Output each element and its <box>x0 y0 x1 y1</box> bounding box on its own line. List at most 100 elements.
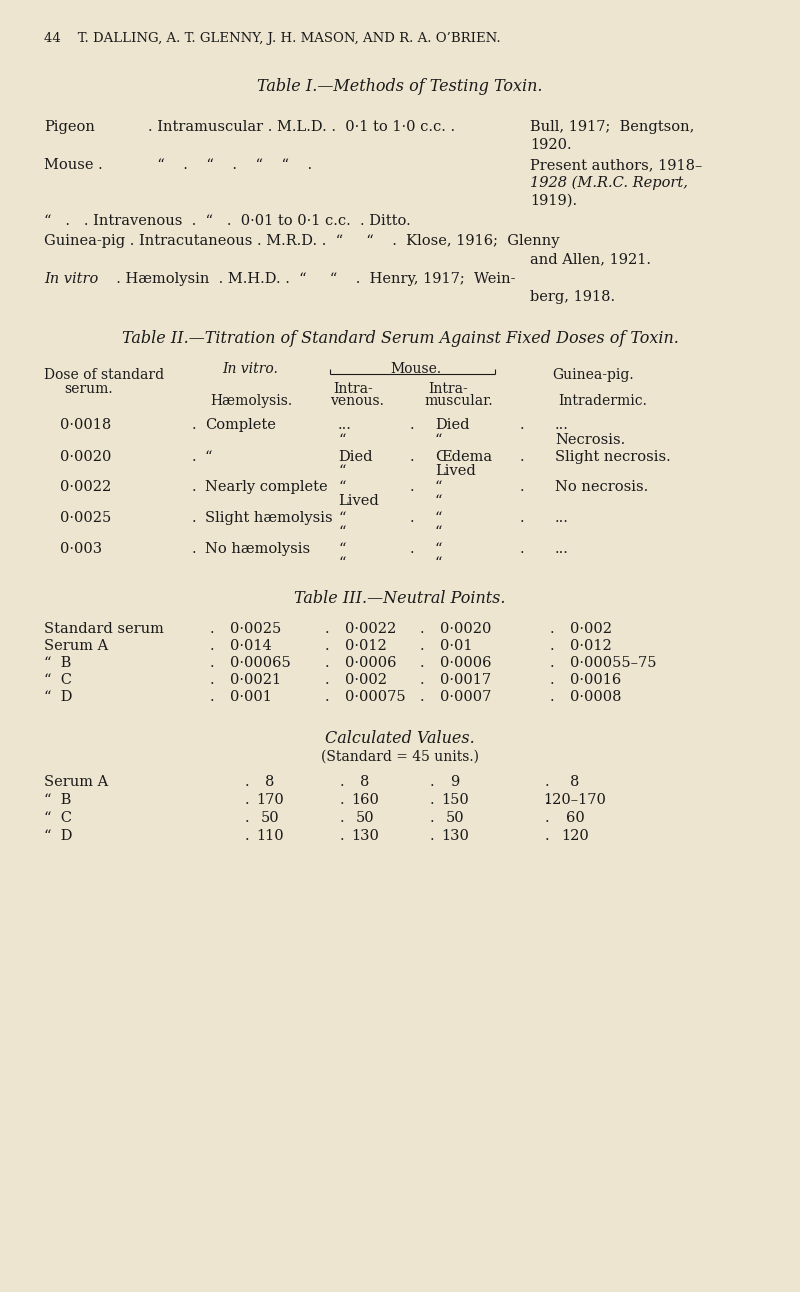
Text: Intra-: Intra- <box>333 382 373 397</box>
Text: Œdema: Œdema <box>435 450 492 464</box>
Text: .: . <box>192 543 197 556</box>
Text: 0·002: 0·002 <box>570 621 612 636</box>
Text: 0·0017: 0·0017 <box>440 673 491 687</box>
Text: .: . <box>545 793 550 808</box>
Text: .: . <box>245 829 250 842</box>
Text: 0·01: 0·01 <box>440 640 473 652</box>
Text: .: . <box>545 829 550 842</box>
Text: .: . <box>192 481 197 494</box>
Text: In vitro: In vitro <box>44 273 98 286</box>
Text: .: . <box>430 811 434 826</box>
Text: .: . <box>550 656 554 671</box>
Text: Bull, 1917;  Bengtson,: Bull, 1917; Bengtson, <box>530 120 694 134</box>
Text: Standard serum: Standard serum <box>44 621 164 636</box>
Text: .: . <box>325 656 330 671</box>
Text: Necrosis.: Necrosis. <box>555 433 626 447</box>
Text: Table I.—Methods of Testing Toxin.: Table I.—Methods of Testing Toxin. <box>258 78 542 96</box>
Text: “: “ <box>338 433 346 447</box>
Text: “  C: “ C <box>44 811 72 826</box>
Text: “  C: “ C <box>44 673 72 687</box>
Text: “: “ <box>435 494 442 508</box>
Text: 150: 150 <box>441 793 469 808</box>
Text: 0·0021: 0·0021 <box>230 673 281 687</box>
Text: Guinea-pig.: Guinea-pig. <box>552 368 634 382</box>
Text: .: . <box>325 673 330 687</box>
Text: Mouse .: Mouse . <box>44 158 102 172</box>
Text: . Intramuscular . M.L.D. .  0·1 to 1·0 c.c. .: . Intramuscular . M.L.D. . 0·1 to 1·0 c.… <box>148 120 455 134</box>
Text: 0·0025: 0·0025 <box>60 512 111 525</box>
Text: Pigeon: Pigeon <box>44 120 95 134</box>
Text: Intra-: Intra- <box>428 382 468 397</box>
Text: “: “ <box>435 556 442 570</box>
Text: 1928 (M.R.C. Report,: 1928 (M.R.C. Report, <box>530 176 688 190</box>
Text: .: . <box>550 621 554 636</box>
Text: .: . <box>545 775 550 789</box>
Text: .: . <box>245 775 250 789</box>
Text: 130: 130 <box>351 829 379 842</box>
Text: “: “ <box>435 512 442 525</box>
Text: 0·00055–75: 0·00055–75 <box>570 656 657 671</box>
Text: .: . <box>430 793 434 808</box>
Text: “: “ <box>205 450 213 464</box>
Text: .: . <box>245 793 250 808</box>
Text: .: . <box>420 690 425 704</box>
Text: .: . <box>420 640 425 652</box>
Text: Complete: Complete <box>205 419 276 432</box>
Text: 0·0020: 0·0020 <box>60 450 111 464</box>
Text: “: “ <box>435 481 442 494</box>
Text: No necrosis.: No necrosis. <box>555 481 648 494</box>
Text: .: . <box>325 690 330 704</box>
Text: “: “ <box>338 512 346 525</box>
Text: 0·003: 0·003 <box>60 543 102 556</box>
Text: .: . <box>420 656 425 671</box>
Text: Present authors, 1918–: Present authors, 1918– <box>530 158 702 172</box>
Text: .: . <box>550 640 554 652</box>
Text: .: . <box>340 829 345 842</box>
Text: 0·0020: 0·0020 <box>440 621 491 636</box>
Text: “    .    “    .    “    “    .: “ . “ . “ “ . <box>148 158 312 172</box>
Text: Slight necrosis.: Slight necrosis. <box>555 450 670 464</box>
Text: 120: 120 <box>561 829 589 842</box>
Text: .: . <box>210 690 214 704</box>
Text: 1919).: 1919). <box>530 194 577 208</box>
Text: Slight hæmolysis: Slight hæmolysis <box>205 512 333 525</box>
Text: “: “ <box>338 481 346 494</box>
Text: muscular.: muscular. <box>424 394 493 408</box>
Text: ...: ... <box>555 419 569 432</box>
Text: 0·0008: 0·0008 <box>570 690 622 704</box>
Text: Mouse.: Mouse. <box>390 362 441 376</box>
Text: .: . <box>325 621 330 636</box>
Text: .: . <box>210 621 214 636</box>
Text: 160: 160 <box>351 793 379 808</box>
Text: .: . <box>520 419 525 432</box>
Text: .: . <box>245 811 250 826</box>
Text: .: . <box>550 673 554 687</box>
Text: 0·0006: 0·0006 <box>440 656 491 671</box>
Text: .: . <box>420 621 425 636</box>
Text: “: “ <box>435 433 442 447</box>
Text: 8: 8 <box>266 775 274 789</box>
Text: .: . <box>210 640 214 652</box>
Text: Lived: Lived <box>435 464 476 478</box>
Text: 0·0022: 0·0022 <box>345 621 396 636</box>
Text: serum.: serum. <box>64 382 113 397</box>
Text: 110: 110 <box>256 829 284 842</box>
Text: Table II.—Titration of Standard Serum Against Fixed Doses of Toxin.: Table II.—Titration of Standard Serum Ag… <box>122 329 678 348</box>
Text: .: . <box>410 481 414 494</box>
Text: .: . <box>520 481 525 494</box>
Text: 170: 170 <box>256 793 284 808</box>
Text: “: “ <box>338 525 346 539</box>
Text: 0·0022: 0·0022 <box>60 481 111 494</box>
Text: .: . <box>192 450 197 464</box>
Text: 0·001: 0·001 <box>230 690 272 704</box>
Text: “: “ <box>338 556 346 570</box>
Text: 8: 8 <box>570 775 580 789</box>
Text: .: . <box>520 512 525 525</box>
Text: .: . <box>340 811 345 826</box>
Text: Hæmolysis.: Hæmolysis. <box>210 394 292 408</box>
Text: .: . <box>192 419 197 432</box>
Text: ...: ... <box>338 419 352 432</box>
Text: 0·014: 0·014 <box>230 640 272 652</box>
Text: “: “ <box>435 525 442 539</box>
Text: In vitro.: In vitro. <box>222 362 278 376</box>
